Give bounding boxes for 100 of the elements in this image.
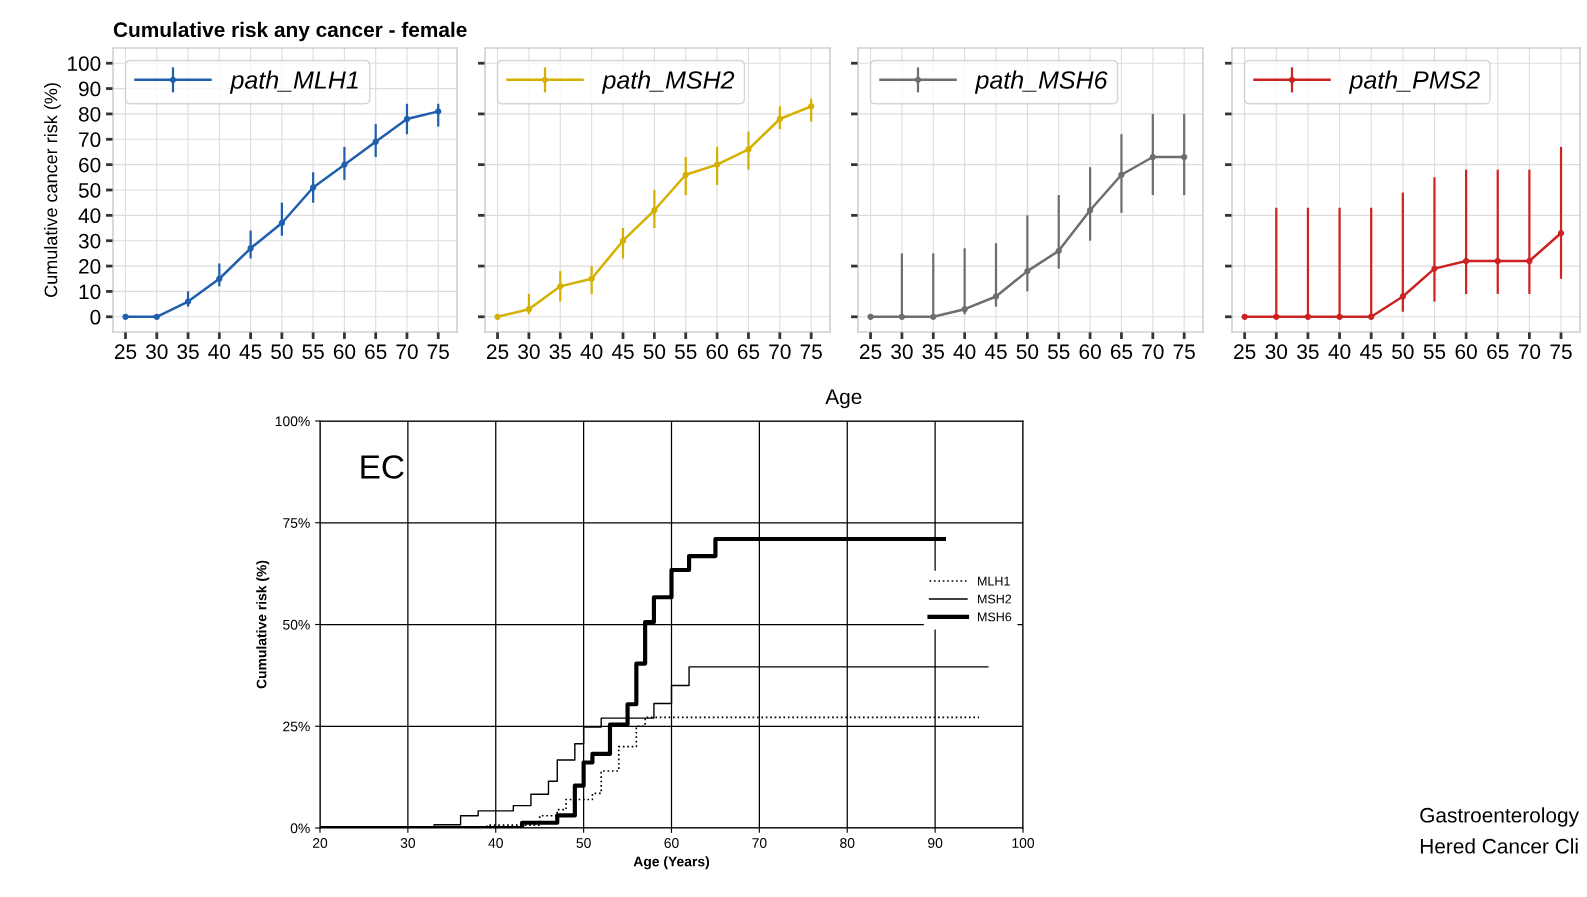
x-tick-label: 50	[1016, 344, 1039, 360]
x-tick-label: 65	[365, 344, 387, 360]
x-tick-label: 45	[984, 344, 1007, 360]
x-tick-label: 60	[706, 344, 728, 360]
x-tick-label: 55	[674, 344, 697, 360]
legend-label: path_MSH6	[974, 70, 1108, 94]
point	[682, 171, 689, 178]
point	[1399, 293, 1406, 300]
point	[1181, 153, 1188, 161]
x-tick-label: 65	[1110, 344, 1133, 360]
x-tick-label: 70	[1142, 344, 1164, 360]
x-tick-label: 30	[518, 344, 540, 360]
point	[1368, 313, 1375, 320]
y-tick-label: 40	[78, 208, 101, 224]
x-tick-label: 75	[1173, 344, 1195, 360]
x-tick-label: 70	[396, 344, 418, 360]
point	[930, 313, 937, 320]
legend-label: MSH2	[978, 594, 1012, 604]
x-tick-label: 25	[114, 344, 137, 360]
x-axis-title: Age	[825, 389, 862, 409]
x-tick-label: 40	[208, 344, 231, 360]
x-tick-label: 35	[922, 344, 944, 360]
x-tick-label: 90	[928, 838, 943, 848]
point	[1462, 257, 1470, 265]
x-tick-label: 75	[800, 344, 822, 360]
annotation: EC	[361, 455, 404, 479]
y-tick-label: 70	[79, 132, 101, 148]
point	[1526, 257, 1533, 265]
x-tick-label: 30	[1265, 344, 1288, 360]
x-tick-label: 20	[312, 838, 328, 848]
y-tick-label: 50	[78, 183, 101, 198]
point	[1273, 313, 1280, 320]
x-tick-label: 70	[1518, 344, 1541, 360]
x-tick-label: 25	[860, 344, 882, 360]
x-tick-label: 75	[1550, 344, 1572, 360]
x-tick-label: 70	[752, 838, 767, 848]
point	[961, 306, 968, 313]
point	[1304, 313, 1312, 320]
point	[341, 161, 348, 168]
point	[310, 184, 317, 191]
x-tick-label: 55	[1047, 344, 1070, 360]
x-tick-label: 45	[1360, 344, 1382, 360]
x-tick-label: 70	[769, 344, 791, 360]
point	[713, 161, 721, 168]
x-tick-label: 45	[239, 344, 262, 360]
x-tick-label: 75	[427, 344, 449, 360]
x-tick-label: 40	[580, 344, 603, 360]
point	[619, 237, 627, 244]
legend-label: path_PMS2	[1348, 70, 1480, 94]
point	[1118, 171, 1125, 178]
y-tick-label: 0%	[290, 823, 310, 834]
x-tick-label: 30	[145, 344, 168, 360]
x-tick-label: 40	[488, 838, 503, 848]
x-tick-label: 60	[1079, 344, 1101, 360]
y-tick-label: 75%	[283, 518, 310, 528]
y-tick-label: 25%	[283, 721, 310, 732]
point	[651, 207, 658, 214]
point	[1149, 153, 1156, 161]
y-tick-label: 80	[78, 106, 101, 122]
legend-label: MSH6	[978, 612, 1012, 622]
x-tick-label: 60	[333, 344, 356, 360]
x-tick-label: 65	[737, 344, 760, 360]
point	[372, 138, 379, 145]
x-tick-label: 60	[664, 838, 679, 848]
x-tick-label: 25	[487, 344, 509, 360]
y-axis-title: Cumulative risk (%)	[256, 560, 270, 689]
x-tick-label: 65	[1487, 344, 1509, 360]
text: Gastroenterology	[1420, 807, 1579, 827]
point	[184, 298, 192, 305]
point	[247, 245, 254, 252]
legend-label: path_MLH1	[229, 70, 358, 94]
x-tick-label: 35	[549, 344, 571, 360]
y-tick-label: 10	[79, 284, 101, 300]
point	[403, 115, 411, 123]
point	[435, 108, 442, 115]
x-tick-label: 55	[302, 344, 324, 360]
y-tick-label: 0	[90, 309, 101, 325]
y-axis-title: Cumulative cancer risk (%)	[44, 83, 61, 297]
point	[745, 146, 752, 153]
x-tick-label: 80	[840, 838, 855, 848]
point	[1557, 229, 1565, 237]
x-tick-label: 45	[611, 344, 634, 360]
x-tick-label: 60	[1455, 344, 1477, 360]
x-tick-label: 40	[1328, 344, 1351, 360]
y-tick-label: 60	[79, 157, 101, 173]
point	[1086, 207, 1094, 214]
point	[1494, 257, 1501, 265]
x-tick-label: 50	[1392, 344, 1414, 360]
y-tick-label: 50%	[283, 619, 310, 630]
point	[525, 306, 533, 313]
legend-label: path_MSH2	[601, 70, 735, 94]
x-axis-title: Age (Years)	[633, 856, 710, 870]
x-tick-label: 35	[1297, 344, 1319, 360]
x-tick-label: 50	[271, 344, 293, 360]
chart-title: Cumulative risk any cancer - female	[113, 21, 467, 42]
x-tick-label: 100	[1012, 838, 1035, 848]
point	[278, 219, 285, 227]
point	[1431, 265, 1438, 272]
point	[992, 293, 1000, 300]
point	[1336, 313, 1343, 320]
